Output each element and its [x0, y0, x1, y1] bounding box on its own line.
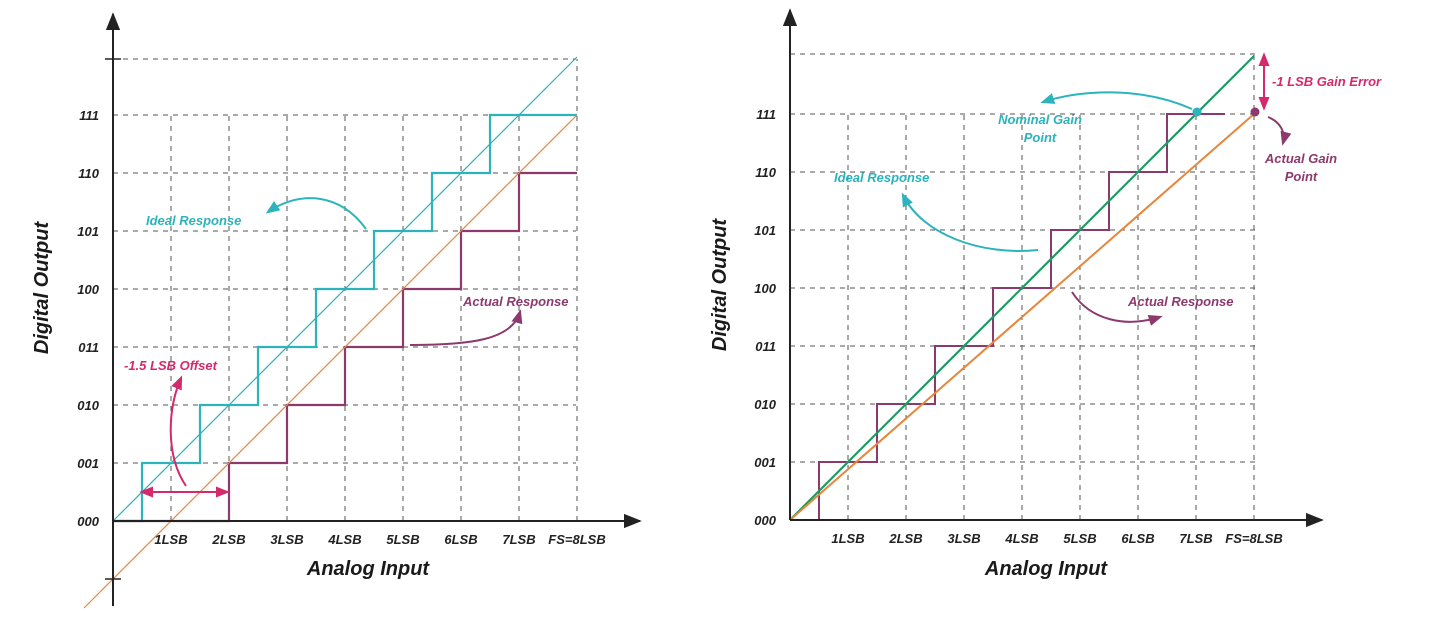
- actual-response-label: Actual Response: [1127, 294, 1233, 309]
- series-group: [789, 55, 1255, 521]
- actual-gain-point: [1250, 107, 1260, 117]
- y-tick-label: 010: [754, 397, 776, 412]
- x-tick-label: 2LSB: [211, 532, 245, 547]
- y-tick-label: 101: [77, 224, 99, 239]
- y-tick-label: 111: [79, 108, 99, 123]
- offset-callout-arrow: [169, 375, 187, 487]
- x-tick-label: 1LSB: [831, 531, 864, 546]
- nominal-gain-label-line1: Nominal Gain: [998, 112, 1082, 127]
- gain-error-chart: 000 001 010 011 100 101 110 111 1LSB 2LSB 3LSB 4LSB…: [709, 8, 1382, 580]
- transfer-line-2: [789, 55, 1255, 521]
- actual-response-label: Actual Response: [462, 294, 568, 309]
- x-tick-label: 7LSB: [1179, 531, 1212, 546]
- x-tick-label: FS=8LSB: [548, 532, 605, 547]
- staircase-series-1: [113, 171, 577, 523]
- actual-callout-arrow: [409, 309, 523, 346]
- y-tick-label: 001: [77, 456, 99, 471]
- x-tick-label: 6LSB: [444, 532, 477, 547]
- tick-labels: 000 001 010 011 100 101 110 111 1LSB 2LSB 3LSB 4LSB…: [77, 108, 605, 547]
- actual-callout-arrow: [1071, 291, 1163, 326]
- y-tick-label: 011: [755, 339, 776, 354]
- x-tick-label: 5LSB: [1063, 531, 1096, 546]
- ideal-callout-arrow: [265, 197, 367, 230]
- offset-label: -1.5 LSB Offset: [124, 358, 218, 373]
- y-tick-label: 111: [756, 107, 776, 122]
- x-tick-label: 7LSB: [502, 532, 535, 547]
- x-tick-label: 5LSB: [386, 532, 419, 547]
- y-tick-label: 110: [78, 166, 99, 181]
- nominal-callout-arrow: [1040, 91, 1193, 110]
- x-tick-label: FS=8LSB: [1225, 531, 1282, 546]
- y-tick-label: 000: [754, 513, 776, 528]
- transfer-line-3: [789, 113, 1255, 521]
- nominal-gain-point: [1192, 107, 1202, 117]
- offset-error-chart: 000 001 010 011 100 101 110 111 1LSB 2LSB 3LSB 4LSB…: [31, 12, 642, 609]
- nominal-gain-label-line2: Point: [1024, 130, 1057, 145]
- x-axis-title: Analog Input: [984, 558, 1109, 580]
- y-tick-label: 010: [77, 398, 99, 413]
- actual-gain-label-line1: Actual Gain: [1264, 151, 1337, 166]
- y-axis-title: Digital Output: [709, 218, 731, 352]
- x-axis-title: Analog Input: [306, 558, 431, 580]
- y-tick-label: 011: [78, 340, 99, 355]
- y-tick-label: 100: [754, 281, 776, 296]
- transfer-line-3: [83, 114, 578, 609]
- y-tick-label: 110: [755, 165, 776, 180]
- ideal-response-label: Ideal Response: [146, 213, 241, 228]
- gain-error-label: -1 LSB Gain Error: [1272, 74, 1382, 89]
- y-tick-label: 100: [77, 282, 99, 297]
- y-tick-label: 000: [77, 514, 99, 529]
- x-tick-label: 3LSB: [270, 532, 303, 547]
- x-tick-label: 2LSB: [888, 531, 922, 546]
- x-tick-label: 4LSB: [1004, 531, 1038, 546]
- actual-gain-label-line2: Point: [1285, 169, 1318, 184]
- actual-point-callout-arrow: [1267, 116, 1292, 146]
- transfer-line-2: [112, 56, 578, 522]
- y-axis-title: Digital Output: [31, 221, 53, 355]
- x-tick-label: 1LSB: [154, 532, 187, 547]
- y-tick-label: 001: [754, 455, 776, 470]
- x-tick-label: 3LSB: [947, 531, 980, 546]
- series-group: [83, 56, 578, 609]
- x-tick-label: 6LSB: [1121, 531, 1154, 546]
- x-tick-label: 4LSB: [327, 532, 361, 547]
- tick-labels: 000 001 010 011 100 101 110 111 1LSB 2LSB 3LSB 4LSB…: [754, 107, 1282, 546]
- y-tick-label: 101: [754, 223, 776, 238]
- ideal-callout-arrow: [901, 192, 1039, 252]
- ideal-response-label: Ideal Response: [834, 170, 929, 185]
